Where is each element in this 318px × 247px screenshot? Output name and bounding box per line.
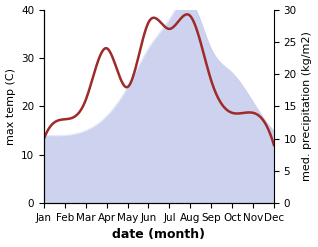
Y-axis label: med. precipitation (kg/m2): med. precipitation (kg/m2)	[302, 31, 313, 181]
X-axis label: date (month): date (month)	[113, 228, 205, 242]
Y-axis label: max temp (C): max temp (C)	[5, 68, 16, 145]
